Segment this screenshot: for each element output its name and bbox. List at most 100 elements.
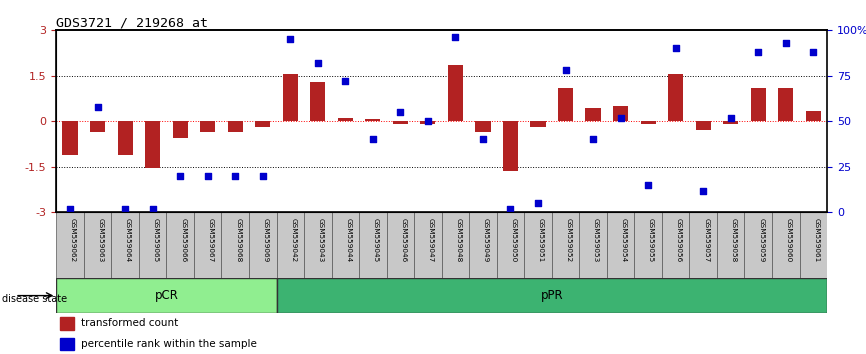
Bar: [194, 212, 222, 278]
Point: [641, 182, 655, 188]
Bar: [359, 212, 386, 278]
Point: [421, 118, 435, 124]
Text: GSM559058: GSM559058: [731, 218, 737, 262]
Point: [91, 104, 105, 109]
Bar: [585, 108, 601, 121]
Text: GSM559055: GSM559055: [648, 218, 654, 262]
Bar: [579, 212, 607, 278]
Point: [696, 188, 710, 193]
Bar: [745, 212, 772, 278]
Text: GSM559042: GSM559042: [290, 218, 296, 262]
Text: GSM559043: GSM559043: [318, 218, 324, 262]
Text: GSM559049: GSM559049: [483, 218, 489, 262]
Bar: [420, 121, 436, 124]
Bar: [772, 212, 799, 278]
Bar: [558, 88, 573, 121]
Text: GSM559063: GSM559063: [98, 218, 104, 262]
Text: GSM559057: GSM559057: [703, 218, 709, 262]
Point: [118, 206, 132, 212]
Text: GSM559053: GSM559053: [593, 218, 599, 262]
Bar: [531, 121, 546, 127]
Text: GSM559068: GSM559068: [236, 218, 242, 262]
Bar: [166, 212, 194, 278]
Text: GSM559047: GSM559047: [428, 218, 434, 262]
Text: GSM559051: GSM559051: [538, 218, 544, 262]
Bar: [139, 212, 166, 278]
Point: [63, 206, 77, 212]
Bar: [282, 74, 298, 121]
Point: [393, 109, 407, 115]
Bar: [613, 106, 628, 121]
Text: GSM559048: GSM559048: [456, 218, 462, 262]
Text: transformed count: transformed count: [81, 319, 178, 329]
Bar: [338, 118, 352, 121]
Point: [366, 137, 380, 142]
Bar: [552, 212, 579, 278]
Text: GSM559067: GSM559067: [208, 218, 214, 262]
Bar: [469, 212, 497, 278]
Point: [311, 60, 325, 66]
Text: GSM559060: GSM559060: [785, 218, 792, 262]
Text: GSM559064: GSM559064: [125, 218, 131, 262]
Bar: [442, 212, 469, 278]
Text: pCR: pCR: [154, 289, 178, 302]
Point: [752, 49, 766, 55]
Bar: [497, 212, 524, 278]
Bar: [56, 278, 276, 313]
Text: GSM559050: GSM559050: [510, 218, 516, 262]
Text: pPR: pPR: [540, 289, 563, 302]
Bar: [365, 119, 380, 121]
Point: [173, 173, 187, 179]
Bar: [662, 212, 689, 278]
Text: disease state: disease state: [2, 294, 67, 304]
Bar: [799, 212, 827, 278]
Bar: [607, 212, 634, 278]
Bar: [60, 318, 74, 330]
Bar: [386, 212, 414, 278]
Point: [283, 36, 297, 42]
Bar: [805, 110, 821, 121]
Bar: [255, 121, 270, 127]
Bar: [448, 65, 463, 121]
Point: [586, 137, 600, 142]
Bar: [304, 212, 332, 278]
Bar: [200, 121, 216, 132]
Point: [255, 173, 269, 179]
Point: [476, 137, 490, 142]
Text: percentile rank within the sample: percentile rank within the sample: [81, 339, 257, 349]
Point: [669, 45, 682, 51]
Text: GSM559052: GSM559052: [565, 218, 572, 262]
Point: [503, 206, 517, 212]
Text: GSM559061: GSM559061: [813, 218, 819, 262]
Bar: [118, 121, 132, 155]
Text: GSM559066: GSM559066: [180, 218, 186, 262]
Point: [779, 40, 792, 46]
Point: [806, 49, 820, 55]
Bar: [723, 121, 738, 124]
Bar: [172, 121, 188, 138]
Bar: [414, 212, 442, 278]
Bar: [222, 212, 249, 278]
Bar: [641, 121, 656, 124]
Bar: [249, 212, 276, 278]
Text: GSM559069: GSM559069: [262, 218, 268, 262]
Text: GSM559046: GSM559046: [400, 218, 406, 262]
Point: [201, 173, 215, 179]
Bar: [751, 88, 766, 121]
Bar: [276, 212, 304, 278]
Point: [531, 200, 545, 206]
Text: GSM559045: GSM559045: [373, 218, 378, 262]
Bar: [228, 121, 242, 132]
Bar: [84, 212, 112, 278]
Bar: [695, 121, 711, 130]
Bar: [717, 212, 745, 278]
Bar: [90, 121, 105, 132]
Bar: [634, 212, 662, 278]
Point: [339, 78, 352, 84]
Bar: [668, 74, 683, 121]
Point: [449, 35, 462, 40]
Text: GSM559062: GSM559062: [70, 218, 76, 262]
Point: [145, 206, 159, 212]
Point: [724, 115, 738, 120]
Bar: [276, 278, 827, 313]
